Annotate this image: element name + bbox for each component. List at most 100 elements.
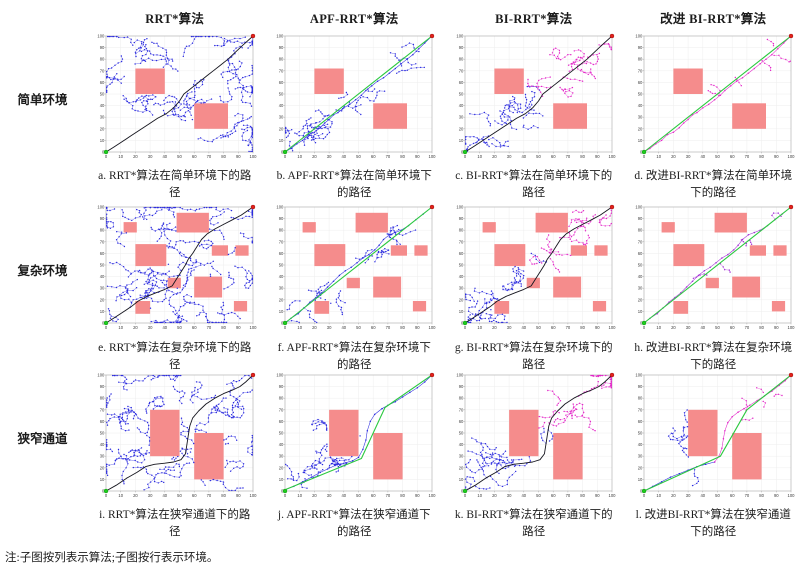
svg-text:60: 60 — [279, 251, 284, 256]
subplot-i: 0 0 10 10 20 20 30 30 40 40 50 50 60 60 70 70 80 80 90 90 10… — [85, 369, 265, 505]
svg-text:70: 70 — [458, 68, 463, 73]
axis-tick-labels: 00 10 10 20 20 30 30 40 40 50 50 60 60 70 70 80 80 90 90 10… — [456, 34, 616, 160]
svg-text:40: 40 — [279, 103, 284, 108]
svg-text:20: 20 — [133, 325, 138, 330]
svg-text:90: 90 — [458, 384, 463, 389]
svg-text:10: 10 — [458, 309, 463, 314]
svg-text:0: 0 — [284, 493, 287, 498]
svg-text:0: 0 — [102, 489, 105, 494]
subplot-l: 0 0 10 10 20 20 30 30 40 40 50 50 60 60 70 70 80 80 90 90 10… — [624, 369, 803, 505]
rrt-tree — [707, 38, 792, 97]
subplot-g-canvas: 00 10 10 20 20 30 30 40 40 50 50 60 60 70 70 80 80 90 90 10… — [456, 204, 616, 331]
svg-text:30: 30 — [327, 493, 332, 498]
svg-text:70: 70 — [458, 407, 463, 412]
svg-text:70: 70 — [458, 239, 463, 244]
obstacle-rect — [552, 276, 581, 298]
obstacle-rect — [494, 244, 526, 267]
obstacles — [673, 68, 767, 129]
svg-text:80: 80 — [580, 493, 585, 498]
svg-text:100: 100 — [608, 154, 616, 159]
svg-text:20: 20 — [671, 325, 676, 330]
subplot-a-caption: a. RRT*算法在简单环境下的路径 — [98, 170, 252, 199]
planned-path — [643, 206, 792, 324]
obstacle-rect — [772, 301, 786, 312]
svg-text:80: 80 — [401, 325, 406, 330]
rrt-tree — [285, 42, 426, 152]
obstacle-rect — [176, 212, 209, 233]
svg-text:30: 30 — [148, 154, 153, 159]
svg-text:0: 0 — [640, 321, 643, 326]
obstacle-rect — [714, 212, 748, 233]
obstacle-rect — [346, 277, 361, 289]
svg-text:50: 50 — [458, 92, 463, 97]
svg-text:70: 70 — [206, 325, 211, 330]
svg-text:80: 80 — [99, 57, 104, 62]
obstacle-rect — [193, 103, 228, 129]
subplot-k-canvas: 00 10 10 20 20 30 30 40 40 50 50 60 60 70 70 80 80 90 90 10… — [456, 373, 616, 499]
axis-tick-labels: 00 10 10 20 20 30 30 40 40 50 50 60 60 70 70 80 80 90 90 10… — [97, 373, 257, 499]
subplot-j-canvas: 00 10 10 20 20 30 30 40 40 50 50 60 60 70 70 80 80 90 90 10… — [277, 373, 437, 499]
svg-text:60: 60 — [99, 251, 104, 256]
svg-text:50: 50 — [536, 493, 541, 498]
obstacle-rect — [314, 301, 330, 314]
svg-text:60: 60 — [638, 80, 643, 85]
svg-text:70: 70 — [565, 493, 570, 498]
svg-text:70: 70 — [386, 325, 391, 330]
obstacle-rect — [661, 222, 676, 233]
svg-text:20: 20 — [312, 493, 317, 498]
svg-text:50: 50 — [638, 92, 643, 97]
svg-text:60: 60 — [730, 325, 735, 330]
obstacle-rect — [135, 68, 165, 94]
obstacle-rect — [233, 301, 247, 312]
planned-path — [643, 461, 716, 492]
svg-text:50: 50 — [279, 92, 284, 97]
svg-text:20: 20 — [458, 465, 463, 470]
obstacles — [302, 212, 428, 314]
svg-text:10: 10 — [477, 325, 482, 330]
start-point — [642, 488, 647, 494]
obstacle-rect — [314, 244, 346, 267]
svg-text:50: 50 — [638, 431, 643, 436]
svg-text:50: 50 — [177, 325, 182, 330]
svg-text:10: 10 — [458, 138, 463, 143]
goal-point — [789, 204, 794, 210]
goal-point — [609, 204, 614, 210]
svg-text:90: 90 — [415, 325, 420, 330]
svg-text:70: 70 — [99, 407, 104, 412]
svg-text:100: 100 — [277, 373, 285, 378]
rrt-tree — [526, 43, 612, 98]
svg-text:100: 100 — [277, 34, 285, 39]
planned-path — [105, 35, 254, 153]
obstacle-rect — [414, 245, 428, 256]
svg-text:50: 50 — [356, 493, 361, 498]
obstacle-rect — [673, 68, 704, 94]
svg-text:80: 80 — [401, 493, 406, 498]
subplot-j-caption: j. APF-RRT*算法在狭窄通道下的路径 — [277, 509, 431, 538]
svg-text:60: 60 — [638, 419, 643, 424]
svg-text:90: 90 — [99, 45, 104, 50]
row-label-simple-env: 简单环境 — [17, 92, 68, 107]
svg-text:90: 90 — [595, 325, 600, 330]
svg-text:70: 70 — [99, 68, 104, 73]
obstacle-rect — [193, 276, 222, 298]
svg-text:10: 10 — [118, 493, 123, 498]
subplot-c-caption: c. BI-RRT*算法在简单环境下的路径 — [455, 170, 613, 199]
svg-text:0: 0 — [105, 325, 108, 330]
svg-text:80: 80 — [638, 396, 643, 401]
goal-point — [789, 372, 794, 378]
start-point — [462, 149, 467, 155]
svg-text:40: 40 — [342, 154, 347, 159]
svg-text:40: 40 — [701, 493, 706, 498]
planned-path — [643, 374, 792, 492]
svg-text:40: 40 — [162, 493, 167, 498]
svg-text:60: 60 — [551, 325, 556, 330]
obstacles — [482, 212, 608, 314]
svg-text:20: 20 — [638, 126, 643, 131]
svg-text:30: 30 — [99, 286, 104, 291]
obstacle-rect — [373, 103, 408, 129]
svg-text:0: 0 — [461, 150, 464, 155]
obstacle-rect — [391, 245, 408, 256]
planned-path — [643, 35, 792, 153]
svg-text:80: 80 — [760, 493, 765, 498]
